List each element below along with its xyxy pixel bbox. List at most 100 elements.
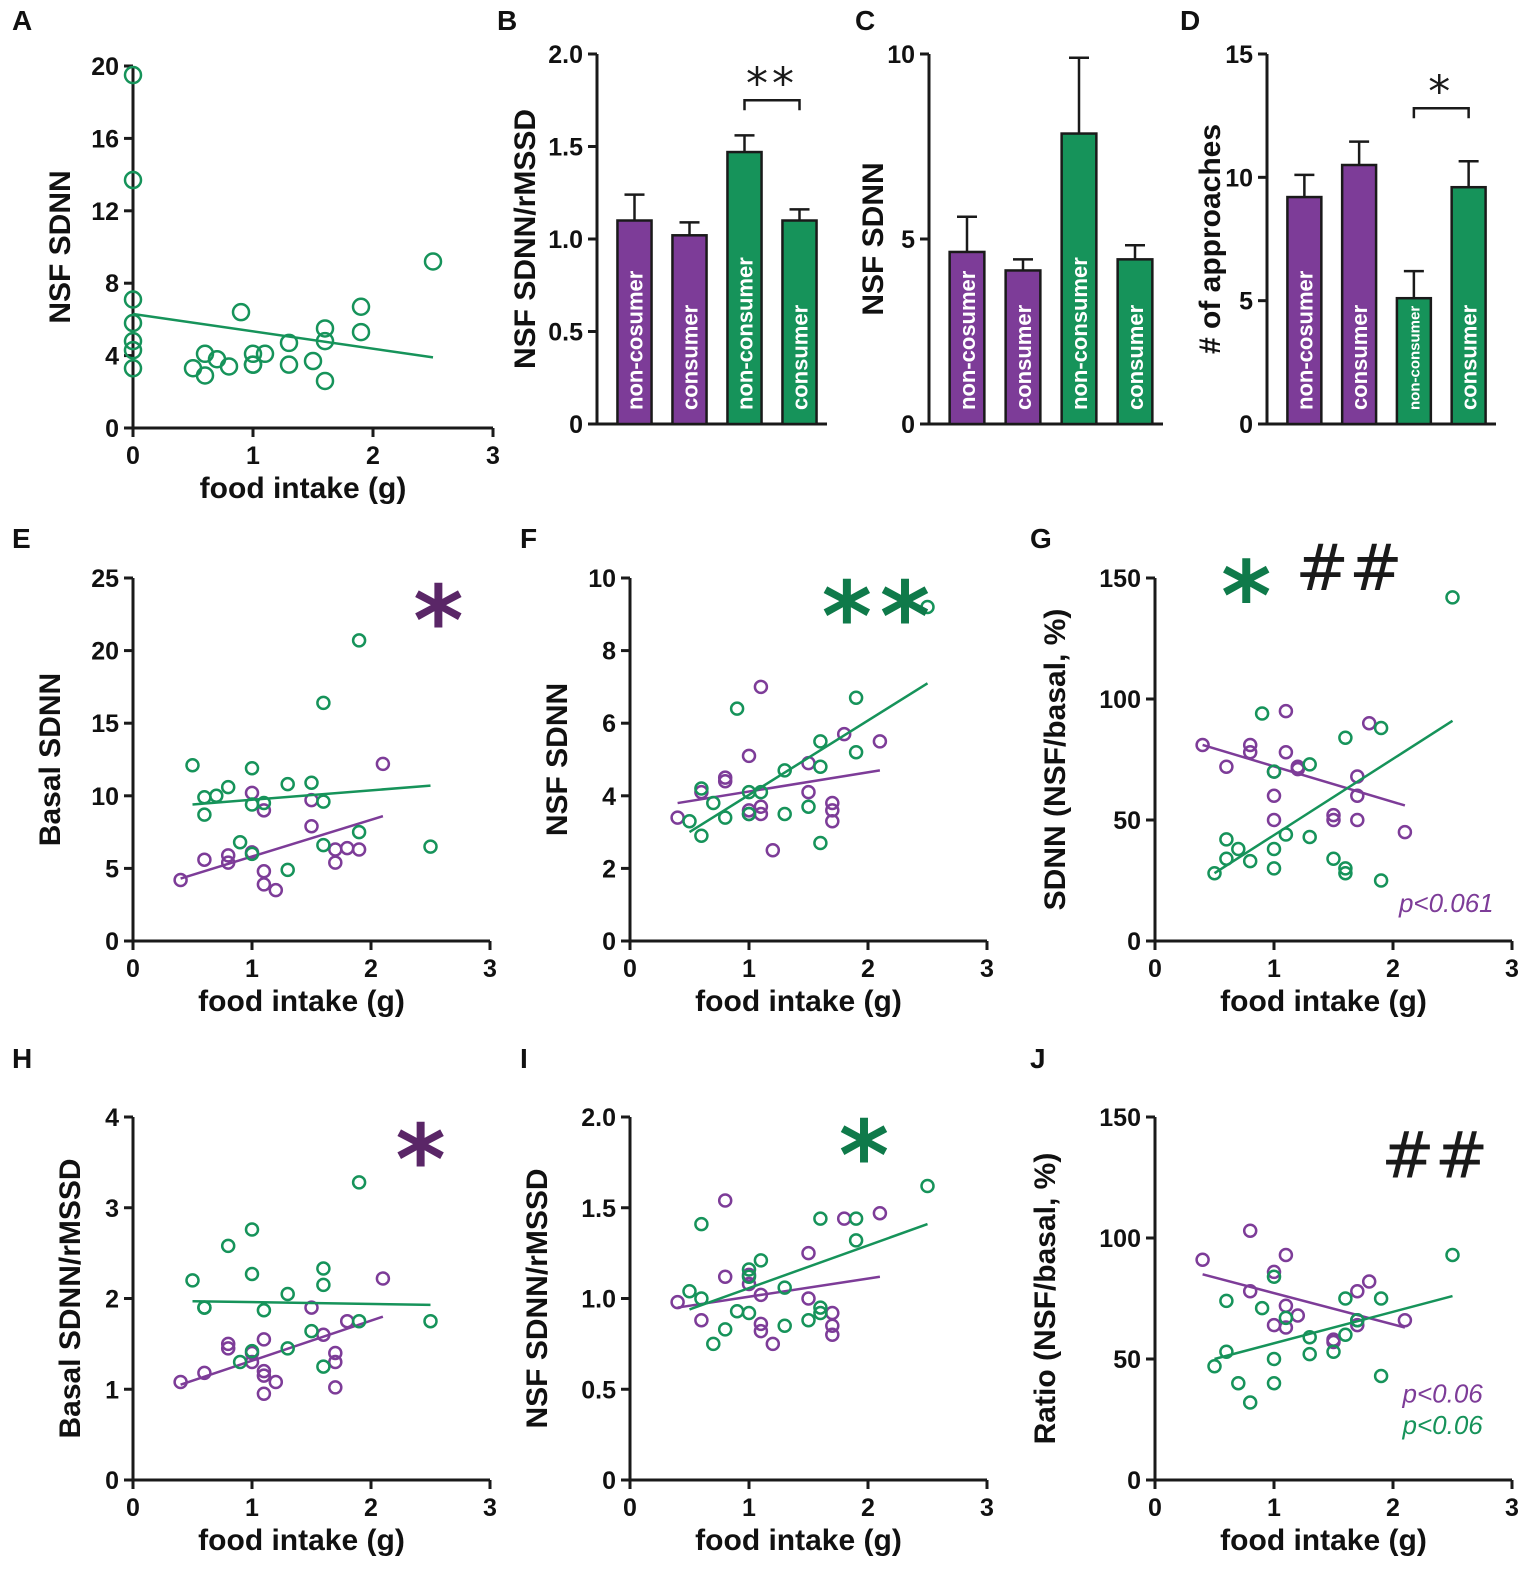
point-purple <box>375 1271 391 1286</box>
x-tick-label: 1 <box>245 955 259 983</box>
point-purple <box>197 1365 212 1381</box>
point-all <box>183 359 203 378</box>
point-green <box>848 1211 864 1226</box>
panel-letter: E <box>12 523 31 554</box>
point-green <box>753 1253 769 1268</box>
x-tick-label: 1 <box>742 1494 756 1522</box>
point-purple <box>1397 824 1413 840</box>
y-tick-label: 15 <box>1225 41 1253 69</box>
point-purple <box>836 726 852 742</box>
x-axis-title: food intake (g) <box>1220 1524 1427 1557</box>
point-green <box>232 835 248 850</box>
significance-marker: * <box>395 1104 453 1216</box>
bar-label: non-cosumer <box>622 270 647 410</box>
x-tick-label: 0 <box>1148 955 1162 983</box>
point-purple <box>694 1313 709 1328</box>
y-tick-label: 1.0 <box>548 226 583 254</box>
point-green <box>1207 865 1222 881</box>
point-green <box>848 690 864 706</box>
point-purple <box>328 1345 343 1361</box>
point-green <box>1242 853 1258 869</box>
point-green <box>209 788 224 804</box>
point-green <box>1266 764 1282 779</box>
point-green <box>813 1300 828 1315</box>
y-tick-label: 0 <box>105 928 119 956</box>
x-tick-label: 0 <box>126 442 140 470</box>
point-green <box>1242 1395 1258 1410</box>
point-green <box>777 806 792 822</box>
point-purple <box>268 1374 284 1390</box>
point-purple <box>339 840 355 856</box>
point-purple <box>765 843 781 858</box>
point-all <box>279 355 299 374</box>
point-purple <box>1219 759 1234 775</box>
panel-letter: G <box>1030 523 1052 554</box>
point-green <box>1326 851 1341 866</box>
point-purple <box>1242 1283 1258 1299</box>
panel-letter: J <box>1030 1043 1046 1074</box>
point-green <box>741 806 757 822</box>
point-purple <box>717 1193 733 1208</box>
y-tick-label: 0 <box>602 1467 616 1495</box>
point-green <box>232 1354 248 1370</box>
panel-G: G 0 50 100 150 SDNN (NSF/basal, %) 0 1 2 3 food in… <box>1030 523 1519 1018</box>
point-purple <box>1278 703 1294 719</box>
y-tick-label: 2 <box>105 1286 119 1314</box>
point-all <box>315 319 335 338</box>
y-tick-label: 3 <box>105 1195 119 1223</box>
y-axis-title: NSF SDNN/rMSSD <box>509 109 542 369</box>
fit-line-green <box>192 1299 431 1307</box>
bar-label: non-consumer <box>732 257 757 410</box>
point-green <box>717 1322 733 1337</box>
y-tick-label: 50 <box>1113 1346 1141 1374</box>
x-tick-label: 0 <box>126 955 140 983</box>
point-purple <box>1326 807 1341 823</box>
point-purple <box>717 1269 733 1284</box>
point-purple <box>351 842 367 857</box>
y-tick-label: 50 <box>1113 807 1141 835</box>
point-purple <box>1326 1334 1341 1350</box>
point-green <box>1278 1310 1294 1326</box>
point-green <box>682 813 697 829</box>
point-all <box>303 351 323 371</box>
point-green <box>256 795 272 811</box>
x-tick-label: 1 <box>246 442 260 470</box>
point-purple <box>801 784 816 800</box>
point-all <box>195 366 215 385</box>
significance-marker: * <box>1428 66 1454 117</box>
point-purple <box>1266 1264 1282 1280</box>
y-tick-label: 0 <box>1127 1467 1141 1495</box>
bar-label: non-cosumer <box>1292 270 1317 410</box>
y-tick-label: 2.0 <box>581 1104 616 1132</box>
panel-B: B 0 0.5 1.0 1.5 2.0 NSF SDNN/rMSSD non-cosumer c… <box>497 5 827 439</box>
point-purple <box>220 1341 236 1356</box>
point-all <box>351 322 371 342</box>
point-purple <box>872 734 888 749</box>
fit-line-green <box>689 1222 928 1311</box>
point-green <box>197 807 212 822</box>
point-green <box>920 599 935 615</box>
point-purple <box>1290 761 1306 777</box>
x-tick-label: 3 <box>980 955 994 983</box>
y-axis-title: NSF SDNN <box>44 170 77 323</box>
y-tick-label: 1.5 <box>581 1195 616 1223</box>
y-axis-title: Basal SDNN/rMSSD <box>54 1158 87 1438</box>
point-purple <box>304 1300 319 1315</box>
x-axis-title: food intake (g) <box>1220 985 1427 1018</box>
point-green <box>777 763 792 778</box>
bar <box>1395 296 1433 426</box>
point-green <box>813 835 828 851</box>
point-all <box>123 290 143 309</box>
point-green <box>1326 1344 1341 1359</box>
point-purple <box>825 1318 840 1333</box>
x-tick-label: 3 <box>1505 955 1519 983</box>
point-green <box>280 862 295 878</box>
point-green <box>1254 1300 1270 1316</box>
bar <box>1450 185 1487 426</box>
point-all <box>243 355 263 374</box>
x-tick-label: 2 <box>861 1494 875 1522</box>
x-tick-label: 0 <box>126 1494 140 1522</box>
x-tick-label: 3 <box>483 1494 497 1522</box>
point-green <box>1302 1329 1317 1345</box>
